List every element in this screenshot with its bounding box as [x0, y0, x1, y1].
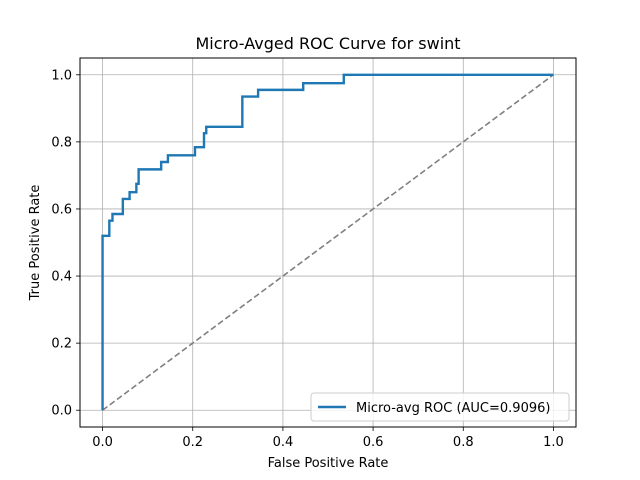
x-tick-label: 0.6 — [363, 435, 384, 450]
y-tick-label: 0.8 — [51, 135, 72, 150]
y-tick-label: 1.0 — [51, 68, 72, 83]
legend-box — [310, 392, 570, 422]
x-tick-label: 0.8 — [453, 435, 474, 450]
y-tick-label: 0.0 — [51, 404, 72, 419]
chance-diagonal-line — [102, 74, 554, 411]
x-axis-label: False Positive Rate — [268, 456, 389, 471]
legend: Micro-avg ROC (AUC=0.9096) — [310, 392, 570, 422]
y-tick-label: 0.4 — [51, 270, 72, 285]
y-axis-label: True Positive Rate — [28, 185, 43, 302]
grid-lines — [80, 58, 576, 427]
legend-label: Micro-avg ROC (AUC=0.9096) — [356, 401, 550, 416]
axis-ticks: 0.0 0.2 0.4 0.6 0.8 1.0 0.0 0.2 0.4 0.6 0.8 1.0 — [51, 68, 563, 450]
chart-title: Micro-Avged ROC Curve for swint — [195, 34, 460, 53]
y-tick-label: 0.6 — [51, 202, 72, 217]
x-tick-label: 0.2 — [182, 435, 203, 450]
series-lines — [101, 73, 554, 411]
x-tick-label: 0.4 — [273, 435, 294, 450]
plot-frame — [79, 57, 577, 428]
x-tick-label: 0.0 — [92, 435, 113, 450]
y-tick-label: 0.2 — [51, 337, 72, 352]
roc-curve-line — [101, 73, 554, 411]
x-tick-label: 1.0 — [543, 435, 564, 450]
